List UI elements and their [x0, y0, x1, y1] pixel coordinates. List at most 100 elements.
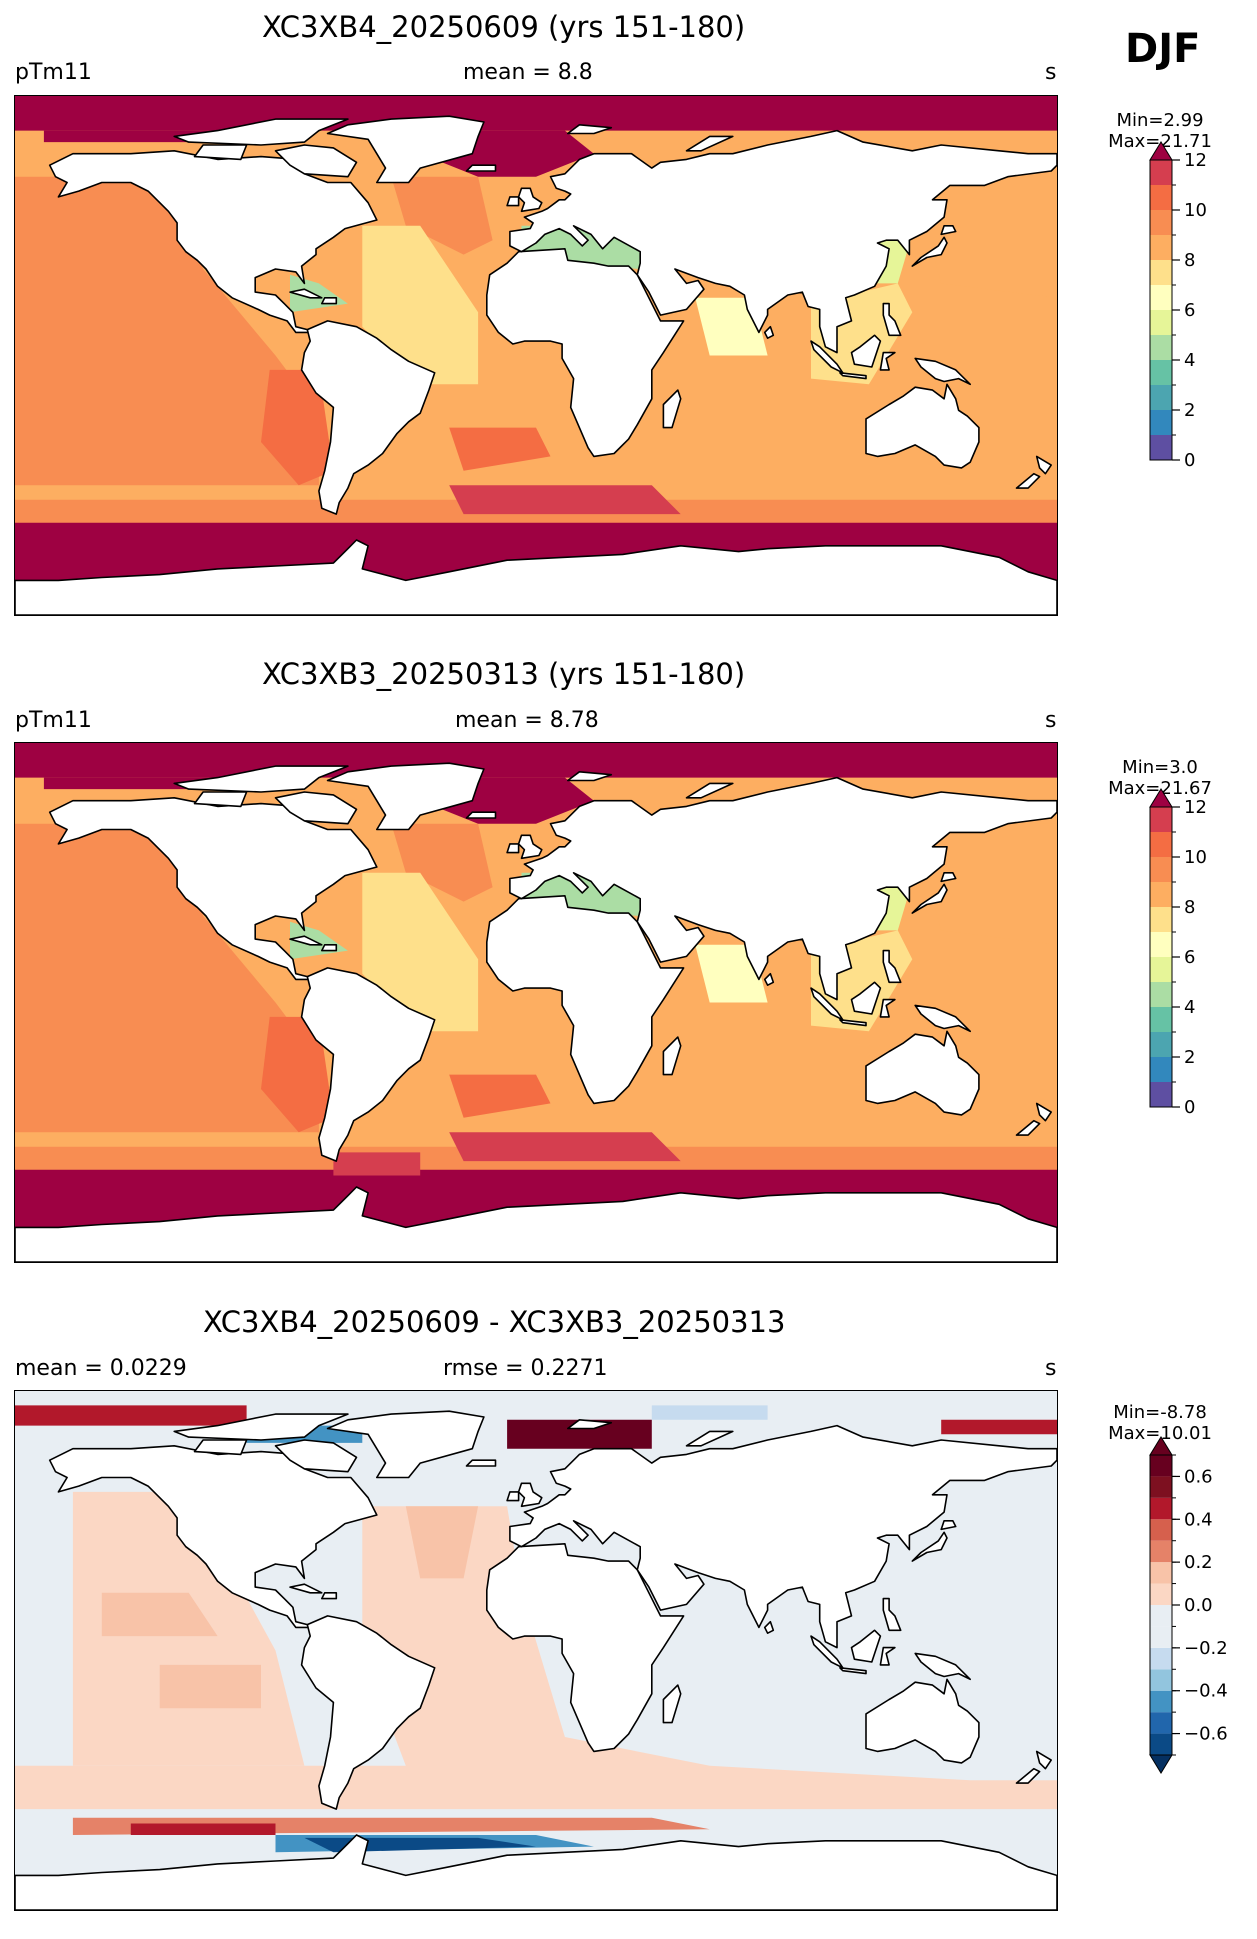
- colorbar-segment: [1150, 385, 1172, 410]
- colorbar-tick-label: 8: [1184, 897, 1195, 918]
- land-south-america: [300, 320, 436, 515]
- land-new-guinea: [914, 1652, 972, 1681]
- land-eurasia: [509, 776, 1057, 1001]
- land-iceland: [465, 164, 497, 172]
- colorbar-segment: [1150, 932, 1172, 957]
- land-africa: [485, 248, 685, 458]
- field-region: [449, 1132, 681, 1162]
- land-java: [839, 371, 867, 380]
- land-madagascar: [662, 389, 682, 429]
- field-region: [159, 1664, 261, 1709]
- field-region: [261, 369, 334, 486]
- panel-2-min-label: Min=3.0: [1122, 757, 1198, 778]
- colorbar-segment: [1150, 957, 1172, 982]
- field-region: [912, 176, 1057, 298]
- land-south-america: [300, 967, 436, 1162]
- colorbar-tick-label: 12: [1184, 797, 1207, 818]
- land-borneo: [850, 334, 882, 368]
- field-region: [449, 427, 551, 471]
- land-ireland: [506, 196, 520, 207]
- panel-2-units-label: s: [1045, 708, 1057, 733]
- field-region: [15, 176, 319, 486]
- panel-1-map: [14, 95, 1058, 616]
- colorbar-segment: [1150, 832, 1172, 857]
- panel-3-colorbar: −0.6 −0.4 −0.2 0.0 0.2 0.4 0.6: [1149, 1436, 1240, 1859]
- land-philippines: [882, 1597, 902, 1632]
- colorbar-segment: [1150, 1712, 1172, 1734]
- land-novaya-zemlya: [685, 782, 734, 799]
- field-region: [391, 176, 493, 255]
- colorbar-segment: [1150, 882, 1172, 907]
- land-arctic-islands: [173, 118, 349, 146]
- panel-3-max-label: Max=10.01: [1108, 1423, 1212, 1444]
- land-cuba: [289, 288, 323, 299]
- field-region: [391, 823, 493, 902]
- colorbar-segment: [1150, 435, 1172, 460]
- land-hokkaido: [940, 872, 957, 883]
- field-region: [15, 823, 319, 1133]
- colorbar-segment: [1150, 1057, 1172, 1082]
- land-britain: [517, 834, 543, 860]
- field-region: [15, 1405, 247, 1426]
- field-region: [15, 743, 1057, 778]
- colorbar-under-arrow: [1149, 1754, 1173, 1774]
- field-region: [101, 1592, 218, 1637]
- land-iceland: [465, 1459, 497, 1467]
- panel-3-map-svg: [15, 1391, 1057, 1910]
- field-region: [130, 1823, 276, 1835]
- colorbar-tick-label: 10: [1184, 847, 1207, 868]
- land-britain: [517, 187, 543, 213]
- panel-3-colorbar-svg: −0.6 −0.4 −0.2 0.0 0.2 0.4 0.6: [1149, 1436, 1228, 1774]
- panel-2-colorbar-svg: 0 2 4 6 8 10 12: [1149, 788, 1207, 1118]
- field-region: [362, 225, 479, 385]
- land-hispaniola: [320, 1592, 338, 1600]
- land-philippines: [882, 302, 902, 337]
- land-new-guinea: [914, 357, 972, 386]
- land-new-zealand-n: [1035, 455, 1052, 475]
- land-victoria-island: [193, 791, 248, 808]
- colorbar-segment: [1150, 1497, 1172, 1520]
- land-eurasia: [509, 1424, 1057, 1649]
- panel-1-variable-label: pTm11: [15, 60, 92, 85]
- colorbar-tick-label: 10: [1184, 200, 1207, 221]
- field-region: [15, 96, 1057, 131]
- land-sri-lanka: [763, 972, 775, 986]
- field-region: [261, 1016, 334, 1133]
- colorbar-segment: [1150, 1669, 1172, 1691]
- panel-3-map: [14, 1390, 1058, 1911]
- land-africa: [485, 1543, 685, 1753]
- colorbar-segment: [1150, 360, 1172, 385]
- land-arctic-islands: [173, 765, 349, 793]
- panel-2-mean-label: mean = 8.78: [455, 708, 599, 733]
- land-cuba: [289, 1583, 323, 1594]
- colorbar-segment: [1150, 907, 1172, 932]
- season-label: DJF: [1125, 26, 1201, 72]
- colorbar-tick-label: 6: [1184, 300, 1195, 321]
- land-japan: [911, 236, 948, 267]
- panel-2-max-label: Max=21.67: [1108, 778, 1212, 799]
- panel-2-title: XC3XB3_20250313 (yrs 151-180): [262, 657, 746, 691]
- land-africa: [485, 895, 685, 1105]
- colorbar-tick-label: 0.6: [1184, 1466, 1213, 1487]
- colorbar-segment: [1150, 1647, 1172, 1670]
- land-ireland: [506, 843, 520, 854]
- land-sri-lanka: [763, 1620, 775, 1634]
- land-java: [839, 1666, 867, 1675]
- land-madagascar: [662, 1036, 682, 1076]
- colorbar-tick-label: 2: [1184, 1047, 1195, 1068]
- land-baffin: [274, 144, 358, 178]
- colorbar-segment: [1150, 310, 1172, 335]
- land-south-america: [300, 1615, 436, 1810]
- colorbar-segment: [1150, 1562, 1172, 1584]
- colorbar-tick-label: −0.2: [1184, 1638, 1228, 1659]
- land-philippines: [882, 949, 902, 984]
- land-sulawesi: [879, 998, 896, 1018]
- land-japan: [911, 1531, 948, 1562]
- panel-2-minmax: Min=3.0 Max=21.67: [1100, 757, 1220, 799]
- colorbar-tick-label: 0: [1184, 1097, 1195, 1118]
- field-region: [449, 1074, 551, 1118]
- colorbar-tick-label: 6: [1184, 947, 1195, 968]
- land-svalbard: [566, 770, 613, 782]
- colorbar-segment: [1150, 410, 1172, 435]
- field-region: [333, 1152, 421, 1176]
